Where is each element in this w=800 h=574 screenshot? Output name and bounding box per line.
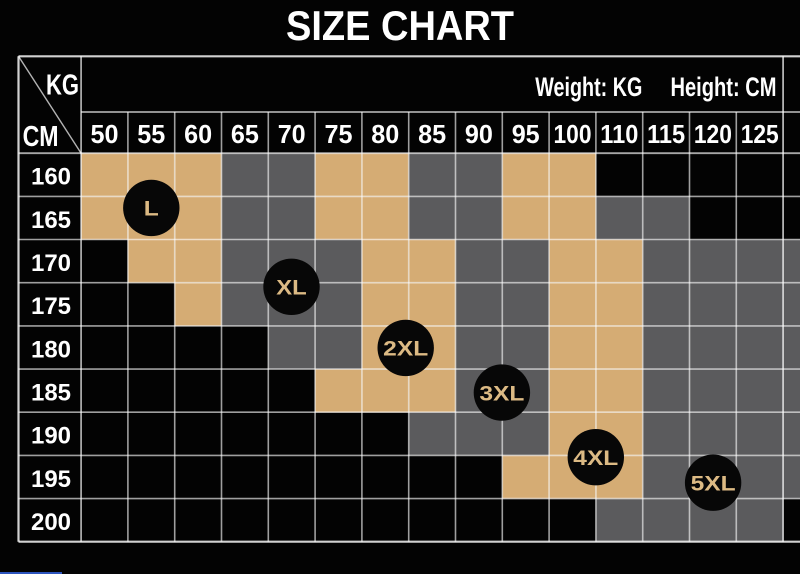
svg-text:65: 65 bbox=[231, 121, 259, 149]
svg-text:5XL: 5XL bbox=[691, 473, 736, 496]
svg-text:190: 190 bbox=[31, 423, 71, 450]
svg-text:SIZE CHART: SIZE CHART bbox=[286, 2, 514, 49]
svg-text:55: 55 bbox=[137, 121, 165, 149]
svg-text:180: 180 bbox=[31, 336, 71, 363]
svg-text:200: 200 bbox=[31, 509, 71, 536]
svg-text:XL: XL bbox=[276, 277, 307, 300]
svg-text:165: 165 bbox=[31, 207, 71, 234]
svg-text:2XL: 2XL bbox=[383, 338, 428, 361]
svg-text:CM: CM bbox=[23, 121, 59, 153]
svg-text:175: 175 bbox=[31, 293, 71, 320]
svg-text:170: 170 bbox=[31, 250, 71, 277]
svg-text:4XL: 4XL bbox=[573, 447, 618, 470]
svg-text:3XL: 3XL bbox=[479, 382, 524, 405]
svg-text:110: 110 bbox=[600, 121, 638, 149]
svg-text:Height: CM: Height: CM bbox=[671, 72, 777, 102]
svg-text:125: 125 bbox=[741, 121, 779, 149]
svg-text:95: 95 bbox=[512, 121, 540, 149]
svg-text:KG: KG bbox=[46, 70, 79, 102]
svg-text:120: 120 bbox=[694, 121, 732, 149]
svg-text:100: 100 bbox=[554, 121, 592, 149]
svg-text:90: 90 bbox=[465, 121, 493, 149]
svg-text:L: L bbox=[144, 198, 159, 221]
svg-text:75: 75 bbox=[325, 121, 353, 149]
svg-text:195: 195 bbox=[31, 466, 71, 493]
svg-text:160: 160 bbox=[31, 164, 71, 191]
svg-text:80: 80 bbox=[371, 121, 399, 149]
svg-text:60: 60 bbox=[184, 121, 212, 149]
svg-text:185: 185 bbox=[31, 380, 71, 407]
svg-text:70: 70 bbox=[278, 121, 306, 149]
svg-text:115: 115 bbox=[647, 121, 685, 149]
svg-text:85: 85 bbox=[418, 121, 446, 149]
svg-text:50: 50 bbox=[91, 121, 119, 149]
svg-text:Weight: KG: Weight: KG bbox=[535, 72, 642, 102]
